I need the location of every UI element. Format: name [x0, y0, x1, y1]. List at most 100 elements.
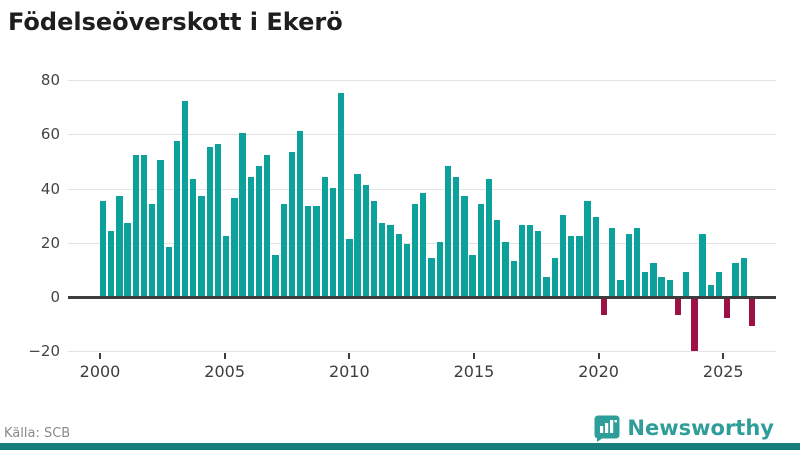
bar-2006-p3 [264, 154, 271, 296]
bar-2012-p2 [403, 244, 411, 296]
bar-2014-p1 [444, 165, 452, 296]
bar-2019-p3 [584, 201, 591, 296]
bar-2014-p3 [461, 195, 468, 296]
bar-2008-p2 [305, 206, 312, 296]
bar-2006-p2 [255, 165, 263, 296]
bar-2018-p2 [551, 258, 558, 296]
bar-2015-p1 [469, 255, 476, 296]
bar-2025-p1 [715, 271, 723, 296]
bar-2023-p1 [666, 279, 673, 296]
y-tick-label: −20 [28, 342, 60, 361]
bar-2025-p3 [732, 263, 739, 296]
bar-2024-p3 [707, 285, 714, 296]
bar-2023-p2 [674, 299, 682, 316]
x-tick-label-2010: 2010 [328, 362, 370, 381]
bar-2010-p3 [362, 184, 369, 296]
bar-2010-p1 [346, 239, 353, 296]
bar-2020-p1 [592, 217, 599, 296]
bar-2003-p2 [181, 100, 189, 296]
bar-2022-p3 [658, 277, 665, 296]
bar-2011-p2 [379, 222, 386, 296]
bar-2017-p2 [526, 225, 534, 296]
bar-2021-p1 [617, 279, 624, 296]
bar-2007-p1 [272, 255, 279, 296]
bar-2011-p3 [387, 225, 394, 296]
bar-2023-p3 [683, 271, 690, 296]
bar-2026-p2 [748, 299, 756, 327]
y-tick-label: 60 [40, 125, 60, 144]
bar-2015-p2 [477, 203, 484, 296]
bar-2016-p2 [502, 241, 509, 296]
gridline-y80 [68, 80, 776, 81]
x-tick-label-2015: 2015 [453, 362, 495, 381]
bar-2024-p1 [691, 299, 698, 351]
bar-2016-p3 [510, 260, 517, 296]
x-tick-label-2005: 2005 [204, 362, 245, 381]
y-tick-label: 0 [50, 288, 60, 306]
x-tick-label-2025: 2025 [702, 362, 744, 381]
bar-2004-p3 [214, 144, 222, 296]
bar-2012-p1 [395, 233, 402, 296]
bar-2003-p3 [190, 179, 197, 296]
bar-2007-p2 [280, 203, 287, 296]
x-tick-mark-2000 [99, 353, 101, 359]
bar-2001-p3 [140, 154, 148, 296]
y-tick-label: 20 [40, 233, 60, 252]
bar-2002-p2 [157, 160, 164, 296]
chart-title: Födelseöverskott i Ekerö [8, 8, 343, 36]
bar-2013-p3 [436, 241, 443, 296]
bar-2005-p3 [239, 133, 246, 296]
bar-2000-p3 [116, 195, 123, 296]
bar-2017-p3 [535, 230, 542, 296]
bar-2016-p1 [494, 220, 501, 296]
bar-2000-p2 [108, 230, 115, 296]
y-tick-label: 40 [40, 179, 60, 198]
newsworthy-logo[interactable]: Newsworthy [594, 414, 774, 442]
bar-2009-p3 [338, 92, 345, 296]
x-tick-mark-2010 [348, 353, 351, 359]
bar-2018-p3 [559, 214, 567, 296]
bar-2013-p2 [428, 258, 435, 296]
bar-2021-p3 [633, 228, 641, 296]
bar-2013-p1 [420, 192, 427, 296]
bar-2021-p2 [625, 233, 632, 296]
x-tick-mark-2015 [472, 353, 475, 359]
bar-2002-p3 [165, 247, 172, 296]
bar-2004-p1 [198, 195, 205, 296]
bar-2017-p1 [518, 225, 526, 296]
bar-2009-p2 [329, 187, 337, 296]
bottom-accent-bar [0, 443, 800, 450]
bar-2001-p1 [124, 222, 131, 296]
x-axis-zero-line [68, 296, 776, 299]
bar-2022-p1 [641, 271, 649, 296]
bar-2004-p2 [206, 146, 213, 296]
gridline-y-20 [68, 351, 776, 353]
bar-2011-p1 [370, 201, 378, 296]
bar-2006-p1 [247, 176, 254, 296]
bar-2009-p1 [321, 176, 328, 296]
bar-2015-p3 [485, 179, 493, 296]
bar-2010-p2 [354, 173, 361, 296]
bar-2012-p3 [411, 203, 419, 296]
bar-2008-p1 [296, 130, 304, 296]
bar-2020-p2 [600, 299, 608, 316]
x-tick-mark-2020 [597, 353, 600, 359]
bar-2019-p2 [576, 236, 583, 296]
x-tick-label-2020: 2020 [578, 362, 619, 381]
bar-2001-p2 [132, 154, 139, 296]
bar-2002-p1 [149, 203, 156, 296]
bar-2008-p3 [313, 206, 320, 296]
bar-2019-p1 [568, 236, 575, 296]
bar-2007-p3 [288, 152, 296, 296]
source-label: Källa: SCB [4, 426, 71, 441]
bar-2022-p2 [650, 263, 657, 296]
bar-2020-p3 [609, 228, 616, 296]
x-tick-mark-2025 [722, 353, 725, 359]
gridline-y60 [68, 134, 776, 136]
y-tick-label: 80 [40, 71, 60, 89]
bar-2025-p2 [724, 299, 731, 318]
bar-2003-p1 [173, 141, 181, 296]
bar-2005-p1 [223, 236, 230, 296]
newsworthy-logo-text: Newsworthy [627, 416, 774, 440]
